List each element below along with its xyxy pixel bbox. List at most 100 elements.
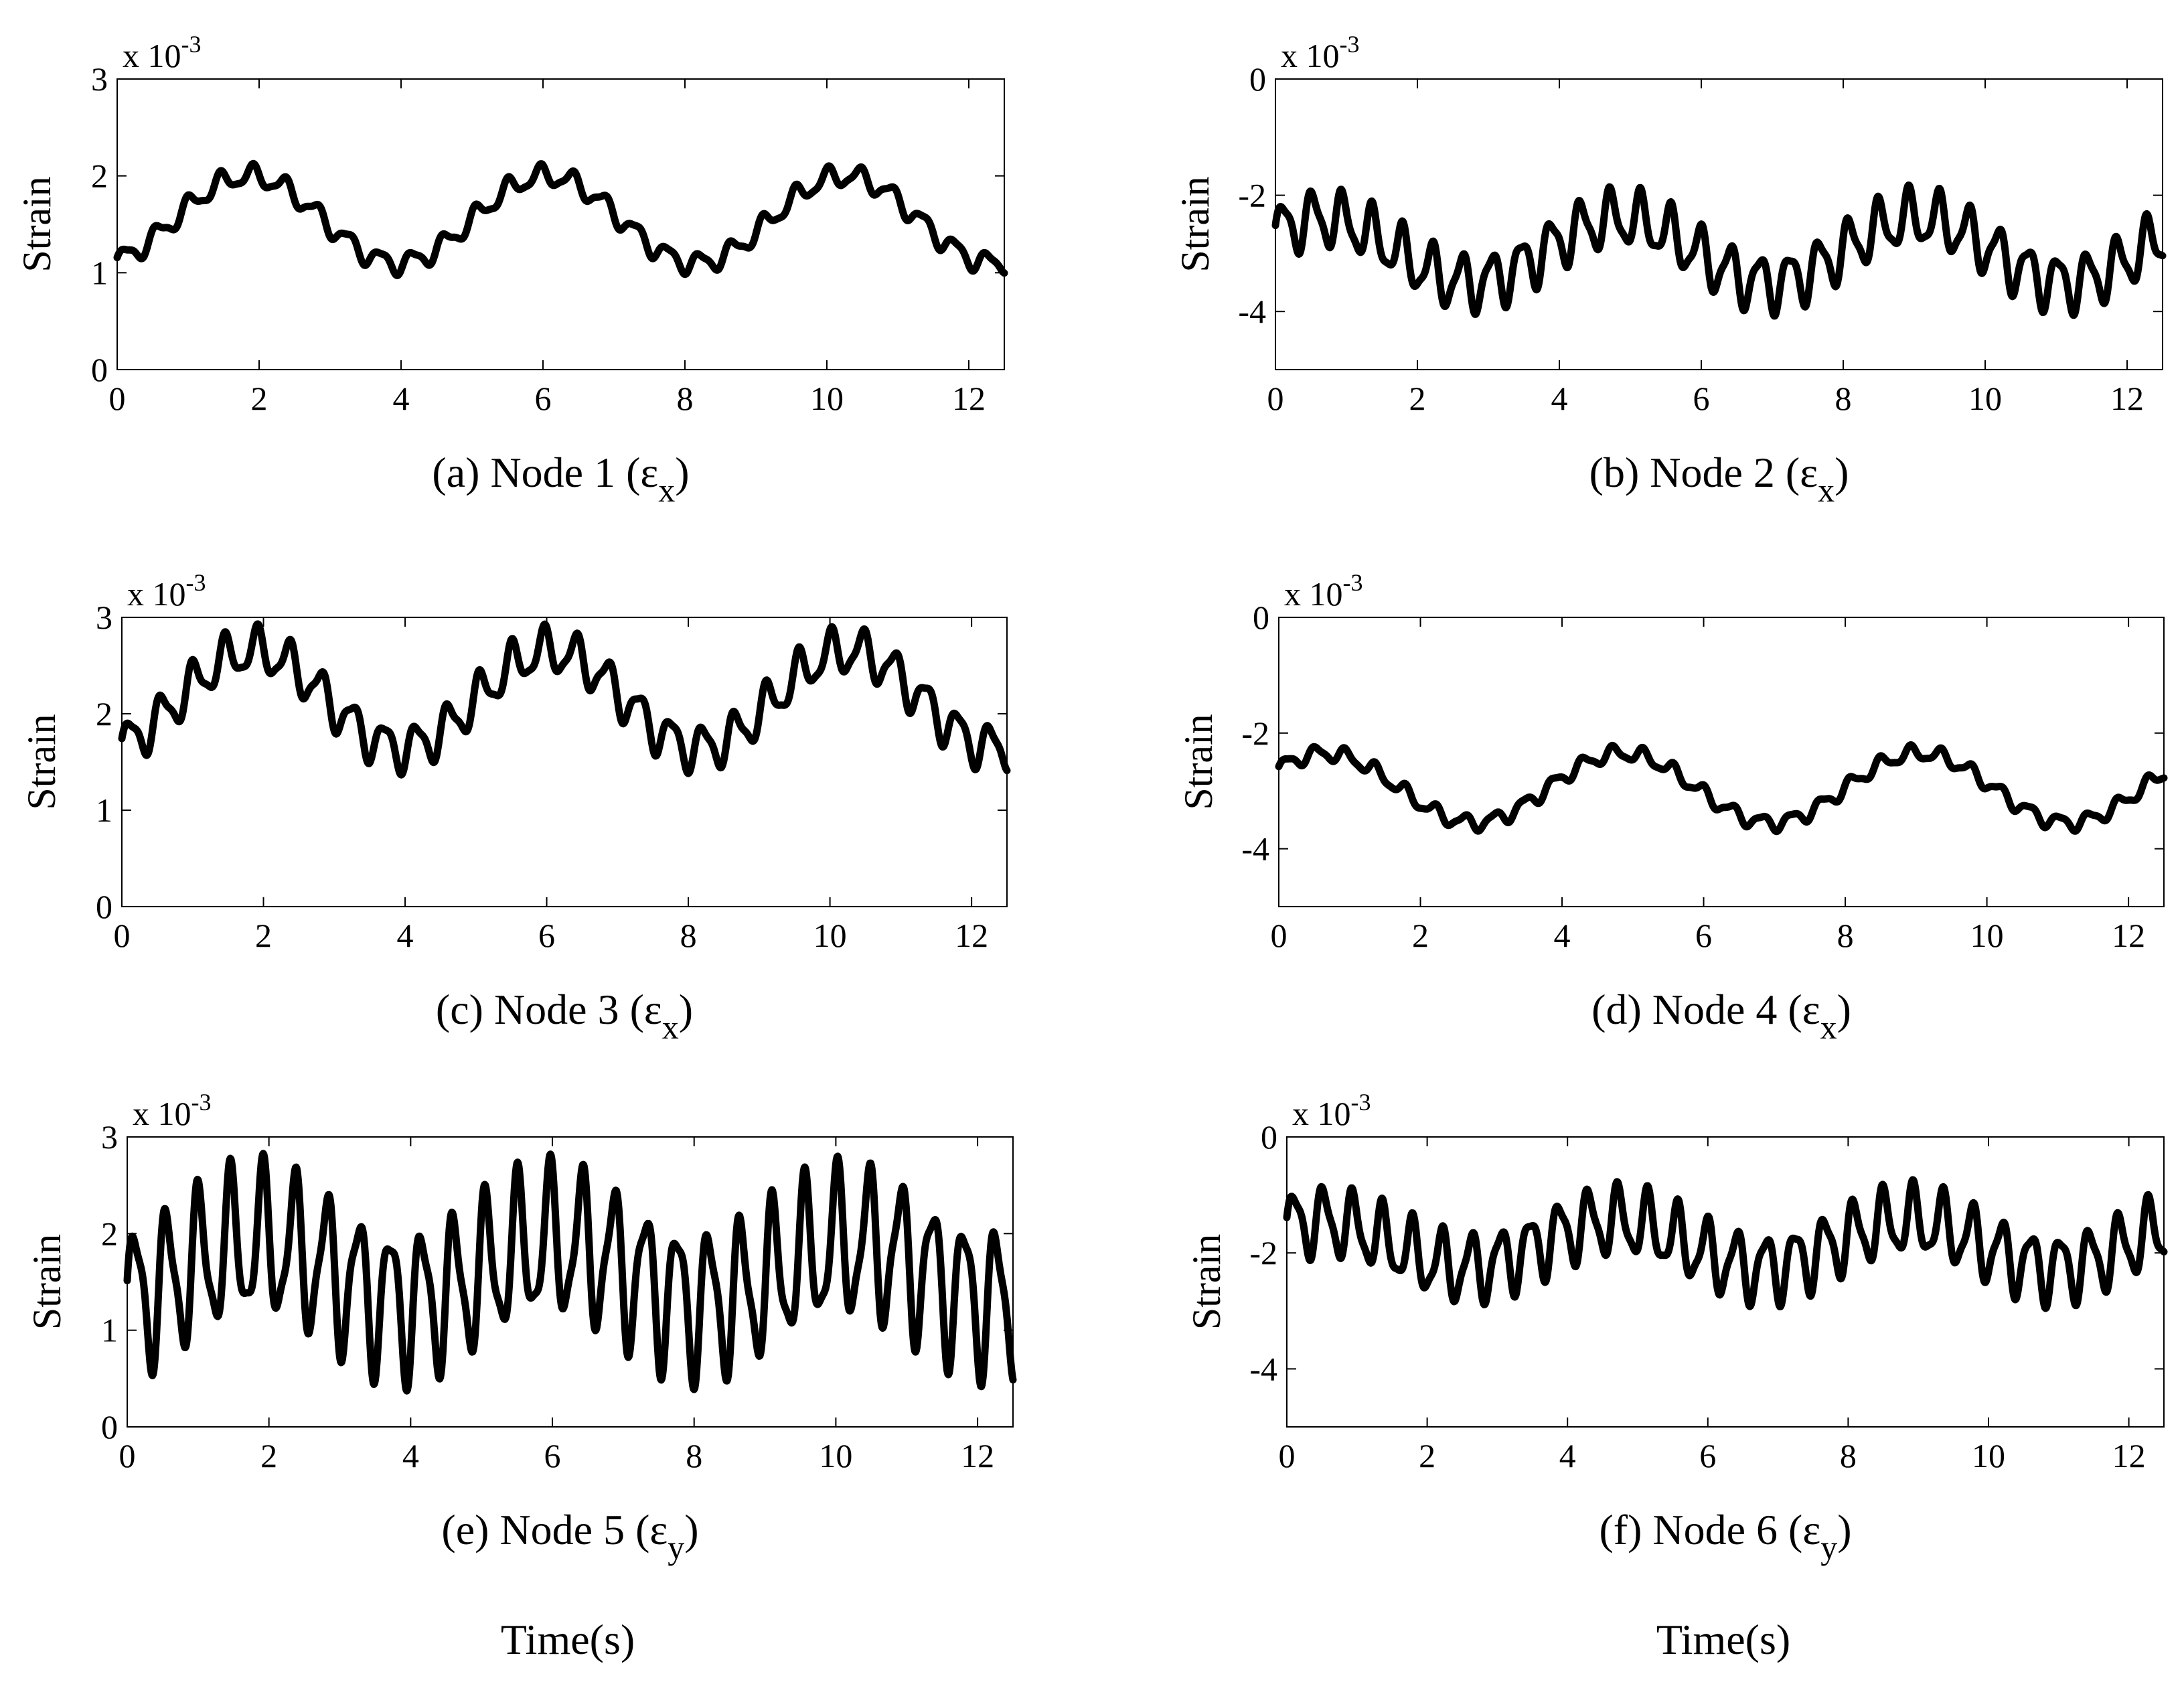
x-tick-label-a-0: 0 bbox=[109, 380, 126, 417]
y-tick-label-b-0: -4 bbox=[1238, 293, 1266, 330]
x-tick-label-d-0: 0 bbox=[1271, 917, 1288, 954]
y-axis-label-d: Strain bbox=[1176, 714, 1221, 810]
x-tick-label-d-2: 4 bbox=[1554, 917, 1571, 954]
x-tick-label-c-2: 4 bbox=[397, 917, 414, 954]
caption-a: (a) Node 1 (εx) bbox=[432, 449, 689, 509]
y-tick-label-f-0: -4 bbox=[1249, 1350, 1277, 1387]
x-tick-label-f-4: 8 bbox=[1840, 1437, 1857, 1474]
y-tick-label-c-1: 1 bbox=[96, 791, 112, 829]
caption-f: (f) Node 6 (εy) bbox=[1599, 1506, 1851, 1566]
series-line-f bbox=[1283, 1176, 2168, 1312]
x-tick-label-f-1: 2 bbox=[1419, 1437, 1435, 1474]
chart-d: 0 2 4 6 8 10 12 -4 -2 0 x 10-3 Strain (d) Node 4 (εx… bbox=[1176, 569, 2168, 1046]
plot-frame-b bbox=[1275, 78, 2163, 370]
y-tick-label-e-3: 3 bbox=[101, 1118, 118, 1156]
scale-factor-a: x 10-3 bbox=[123, 31, 202, 74]
x-tick-label-e-2: 4 bbox=[402, 1437, 419, 1474]
x-tick-label-c-1: 2 bbox=[255, 917, 272, 954]
x-tick-label-a-6: 12 bbox=[952, 380, 986, 417]
x-tick-label-e-3: 6 bbox=[544, 1437, 561, 1474]
scale-exponent-c: -3 bbox=[186, 569, 206, 596]
x-tick-label-a-2: 4 bbox=[393, 380, 410, 417]
x-tick-label-e-6: 12 bbox=[961, 1437, 994, 1474]
x-tick-label-d-6: 12 bbox=[2112, 917, 2145, 954]
x-tick-label-b-1: 2 bbox=[1409, 380, 1426, 417]
y-tick-label-f-1: -2 bbox=[1249, 1234, 1277, 1272]
y-tick-label-b-1: -2 bbox=[1238, 177, 1266, 214]
y-tick-label-c-3: 3 bbox=[96, 599, 112, 636]
y-tick-label-e-0: 0 bbox=[101, 1408, 118, 1446]
x-tick-label-f-2: 4 bbox=[1559, 1437, 1576, 1474]
x-tick-label-e-1: 2 bbox=[260, 1437, 277, 1474]
series-line-e bbox=[123, 1150, 1017, 1395]
plot-frame-a bbox=[116, 78, 1005, 370]
chart-b: 0 2 4 6 8 10 12 -4 -2 0 x 10-3 Strain (b) Node 2 (εx… bbox=[1173, 31, 2167, 509]
x-tick-label-e-5: 10 bbox=[819, 1437, 852, 1474]
x-axis-title-left: Time(s) bbox=[501, 1616, 635, 1663]
series-line-a bbox=[113, 159, 1008, 279]
plot-frame-f bbox=[1286, 1136, 2165, 1428]
scale-exponent-e: -3 bbox=[191, 1089, 212, 1116]
x-tick-label-e-4: 8 bbox=[686, 1437, 702, 1474]
y-tick-label-a-2: 2 bbox=[91, 157, 108, 195]
x-tick-label-b-2: 4 bbox=[1551, 380, 1568, 417]
y-axis-label-c: Strain bbox=[19, 714, 64, 810]
x-tick-label-d-4: 8 bbox=[1837, 917, 1854, 954]
x-tick-label-c-4: 8 bbox=[680, 917, 697, 954]
scale-factor-e: x 10-3 bbox=[133, 1089, 212, 1132]
scale-factor-f: x 10-3 bbox=[1292, 1089, 1371, 1132]
scale-factor-b: x 10-3 bbox=[1281, 31, 1360, 74]
x-tick-label-b-3: 6 bbox=[1693, 380, 1710, 417]
x-axis-title-right: Time(s) bbox=[1656, 1616, 1790, 1663]
x-tick-label-b-4: 8 bbox=[1835, 380, 1852, 417]
x-tick-label-f-3: 6 bbox=[1699, 1437, 1716, 1474]
y-tick-label-d-1: -2 bbox=[1241, 714, 1269, 752]
series-line-c bbox=[118, 620, 1011, 779]
x-tick-label-b-6: 12 bbox=[2110, 380, 2144, 417]
x-tick-label-c-6: 12 bbox=[955, 917, 988, 954]
x-tick-label-e-0: 0 bbox=[119, 1437, 136, 1474]
y-tick-label-c-0: 0 bbox=[96, 888, 112, 925]
x-tick-label-a-1: 2 bbox=[251, 380, 268, 417]
y-tick-label-a-1: 1 bbox=[91, 254, 108, 291]
scale-exponent-a: -3 bbox=[181, 31, 202, 58]
y-tick-label-b-2: 0 bbox=[1249, 60, 1266, 98]
caption-c: (c) Node 3 (εx) bbox=[436, 986, 693, 1046]
x-tick-label-b-5: 10 bbox=[1968, 380, 2002, 417]
y-axis-label-f: Strain bbox=[1184, 1234, 1229, 1330]
y-tick-label-e-1: 1 bbox=[101, 1312, 118, 1349]
caption-e: (e) Node 5 (εy) bbox=[441, 1506, 698, 1566]
caption-d: (d) Node 4 (εx) bbox=[1591, 986, 1851, 1046]
y-tick-label-d-2: 0 bbox=[1253, 599, 1269, 636]
x-tick-label-c-5: 10 bbox=[813, 917, 847, 954]
plot-frame-d bbox=[1278, 617, 2165, 907]
y-axis-label-e: Strain bbox=[25, 1234, 69, 1330]
x-tick-label-c-3: 6 bbox=[538, 917, 555, 954]
x-tick-label-a-3: 6 bbox=[535, 380, 552, 417]
y-axis-label-b: Strain bbox=[1173, 176, 1217, 272]
scale-exponent-d: -3 bbox=[1343, 569, 1363, 596]
y-tick-label-a-0: 0 bbox=[91, 351, 108, 388]
series-line-b bbox=[1271, 181, 2167, 320]
x-tick-label-d-5: 10 bbox=[1970, 917, 2004, 954]
scale-factor-d: x 10-3 bbox=[1284, 569, 1363, 613]
y-tick-label-e-2: 2 bbox=[101, 1215, 118, 1252]
x-tick-label-f-6: 12 bbox=[2112, 1437, 2146, 1474]
y-axis-label-a: Strain bbox=[15, 176, 59, 272]
x-tick-label-f-5: 10 bbox=[1972, 1437, 2005, 1474]
x-tick-label-d-1: 2 bbox=[1412, 917, 1429, 954]
x-tick-label-c-0: 0 bbox=[114, 917, 131, 954]
x-tick-label-a-4: 8 bbox=[677, 380, 694, 417]
scale-exponent-b: -3 bbox=[1340, 31, 1360, 58]
scale-exponent-f: -3 bbox=[1351, 1089, 1371, 1116]
y-tick-label-f-2: 0 bbox=[1261, 1118, 1277, 1156]
y-tick-label-d-0: -4 bbox=[1241, 830, 1269, 868]
x-tick-label-f-0: 0 bbox=[1279, 1437, 1296, 1474]
y-tick-label-a-3: 3 bbox=[91, 60, 108, 98]
x-tick-label-d-3: 6 bbox=[1695, 917, 1712, 954]
x-tick-label-b-0: 0 bbox=[1267, 380, 1284, 417]
